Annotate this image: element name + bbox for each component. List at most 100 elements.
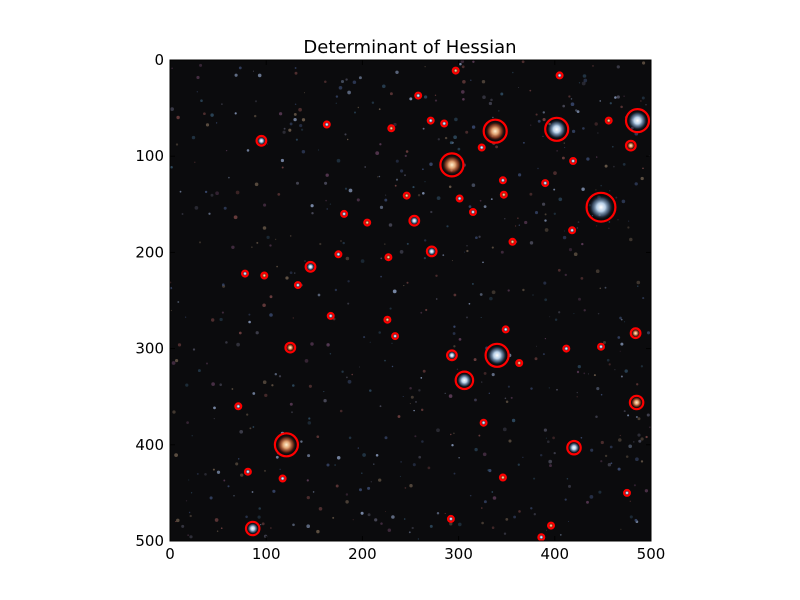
background-speck bbox=[535, 113, 538, 116]
blob-marker bbox=[255, 134, 268, 147]
background-speck bbox=[270, 527, 272, 529]
background-speck bbox=[642, 297, 645, 300]
background-speck bbox=[306, 495, 310, 500]
background-speck bbox=[324, 80, 327, 84]
background-speck bbox=[568, 521, 569, 522]
background-speck bbox=[269, 313, 273, 317]
background-speck bbox=[341, 370, 344, 373]
background-speck bbox=[422, 369, 426, 373]
background-speck bbox=[600, 184, 602, 187]
background-speck bbox=[177, 343, 182, 347]
background-speck bbox=[289, 235, 292, 237]
background-speck bbox=[405, 150, 409, 153]
galaxy bbox=[242, 271, 248, 277]
background-speck bbox=[587, 373, 590, 375]
blob-marker bbox=[446, 349, 458, 362]
background-speck bbox=[323, 391, 325, 393]
background-speck bbox=[616, 65, 620, 69]
background-speck bbox=[562, 104, 565, 108]
background-speck bbox=[219, 383, 222, 386]
background-speck bbox=[174, 453, 178, 457]
background-speck bbox=[345, 78, 348, 81]
background-speck bbox=[356, 198, 360, 202]
background-speck bbox=[170, 309, 173, 312]
background-speck bbox=[359, 488, 362, 492]
background-speck bbox=[627, 226, 630, 229]
background-speck bbox=[307, 454, 311, 458]
background-speck bbox=[402, 395, 404, 398]
blob-marker bbox=[541, 179, 550, 188]
background-speck bbox=[453, 325, 456, 328]
background-speck bbox=[545, 437, 547, 439]
galaxy bbox=[510, 239, 515, 245]
background-speck bbox=[458, 338, 462, 341]
background-speck bbox=[391, 515, 395, 519]
background-speck bbox=[409, 97, 413, 101]
background-speck bbox=[453, 293, 457, 297]
background-speck bbox=[317, 293, 321, 297]
galaxy bbox=[598, 344, 604, 350]
background-speck bbox=[546, 440, 550, 444]
galaxy bbox=[627, 110, 648, 131]
background-speck bbox=[245, 515, 248, 519]
galaxy bbox=[563, 346, 569, 352]
background-speck bbox=[216, 530, 219, 533]
background-speck bbox=[425, 308, 428, 312]
background-speck bbox=[590, 448, 594, 452]
background-speck bbox=[454, 117, 458, 122]
background-speck bbox=[399, 250, 404, 254]
background-speck bbox=[446, 225, 449, 228]
galaxy bbox=[328, 313, 334, 319]
background-speck bbox=[541, 202, 546, 206]
background-speck bbox=[583, 372, 586, 375]
background-speck bbox=[435, 298, 438, 300]
background-speck bbox=[233, 215, 238, 220]
background-speck bbox=[581, 81, 586, 86]
background-speck bbox=[522, 141, 525, 144]
blob-markers bbox=[234, 66, 651, 541]
background-speck bbox=[424, 66, 426, 68]
blob-marker bbox=[293, 281, 302, 290]
background-speck bbox=[357, 447, 359, 449]
background-speck bbox=[194, 206, 199, 210]
background-speck bbox=[510, 396, 513, 399]
background-speck bbox=[221, 311, 224, 314]
x-tick-label: 500 bbox=[637, 545, 666, 563]
background-speck bbox=[611, 145, 614, 148]
background-speck bbox=[299, 124, 303, 128]
background-speck bbox=[214, 518, 219, 522]
background-speck bbox=[312, 491, 315, 493]
blob-marker bbox=[440, 119, 449, 128]
background-speck bbox=[255, 331, 259, 335]
galaxy bbox=[542, 180, 548, 186]
background-speck bbox=[544, 228, 549, 232]
background-speck bbox=[347, 280, 350, 283]
background-speck bbox=[345, 256, 350, 261]
background-speck bbox=[171, 67, 173, 70]
background-speck bbox=[556, 388, 558, 391]
blob-marker bbox=[562, 344, 571, 353]
background-speck bbox=[451, 444, 454, 447]
background-speck bbox=[548, 387, 550, 389]
background-speck bbox=[487, 469, 490, 472]
background-speck bbox=[325, 199, 327, 202]
background-speck bbox=[450, 433, 452, 436]
background-speck bbox=[518, 173, 522, 177]
galaxy bbox=[286, 343, 295, 352]
background-speck bbox=[404, 174, 406, 177]
background-speck bbox=[176, 115, 180, 120]
background-speck bbox=[544, 219, 547, 222]
background-speck bbox=[345, 500, 349, 504]
background-speck bbox=[378, 331, 381, 334]
background-speck bbox=[238, 66, 242, 70]
background-speck bbox=[629, 500, 631, 502]
background-speck bbox=[254, 182, 259, 187]
background-speck bbox=[533, 513, 536, 516]
background-speck bbox=[185, 500, 188, 502]
background-speck bbox=[483, 371, 487, 375]
background-speck bbox=[553, 171, 557, 175]
background-speck bbox=[444, 512, 446, 515]
galaxy bbox=[392, 333, 398, 339]
background-speck bbox=[640, 437, 644, 441]
background-speck bbox=[176, 518, 180, 523]
